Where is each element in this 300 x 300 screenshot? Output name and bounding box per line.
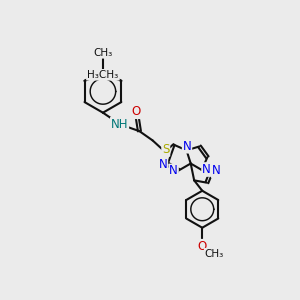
Text: H₃C: H₃C	[87, 70, 106, 80]
Text: O: O	[198, 240, 207, 253]
Text: N: N	[183, 140, 191, 153]
Text: CH₃: CH₃	[93, 48, 112, 58]
Text: CH₃: CH₃	[205, 249, 224, 259]
Text: N: N	[202, 163, 211, 176]
Text: N: N	[159, 158, 167, 171]
Text: O: O	[131, 105, 140, 118]
Text: CH₃: CH₃	[100, 70, 119, 80]
Text: S: S	[162, 143, 169, 156]
Text: NH: NH	[111, 118, 128, 131]
Text: N: N	[212, 164, 220, 177]
Text: N: N	[169, 164, 178, 177]
